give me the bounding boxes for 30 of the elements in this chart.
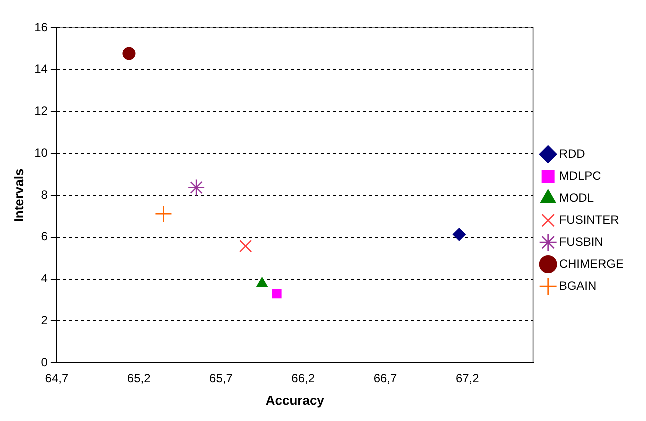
legend-label: FUSINTER <box>559 212 620 227</box>
y-tick-label: 8 <box>41 188 48 202</box>
point <box>452 228 466 242</box>
y-tick-label: 12 <box>34 104 48 118</box>
legend-label: RDD <box>559 146 586 161</box>
legend-label: MODL <box>559 190 594 205</box>
x-axis-title: Accuracy <box>266 392 326 408</box>
y-tick-label: 10 <box>34 146 48 160</box>
point <box>240 240 252 253</box>
legend-label: FUSBIN <box>559 234 604 249</box>
x-tick-label: 66,7 <box>374 372 398 386</box>
x-tick-label: 66,2 <box>292 372 316 386</box>
legend-label: MDLPC <box>559 168 602 183</box>
x-tick-label: 65,7 <box>210 372 234 386</box>
y-tick-label: 0 <box>41 355 48 370</box>
legend-label: BGAIN <box>559 278 597 293</box>
x-tick-label: 64,7 <box>45 372 69 386</box>
point <box>155 205 172 223</box>
y-tick-label: 6 <box>41 230 48 244</box>
y-tick-label: 4 <box>41 272 48 286</box>
y-tick-label: 16 <box>34 20 48 34</box>
y-tick-label: 14 <box>34 62 48 76</box>
legend-label: CHIMERGE <box>559 256 624 271</box>
point <box>272 289 282 299</box>
x-tick-label: 67,2 <box>456 372 480 386</box>
point <box>188 179 206 196</box>
point <box>122 47 136 60</box>
y-axis-title: Intervals <box>11 168 26 222</box>
x-tick-label: 65,2 <box>127 372 152 386</box>
y-tick-label: 2 <box>41 313 48 328</box>
